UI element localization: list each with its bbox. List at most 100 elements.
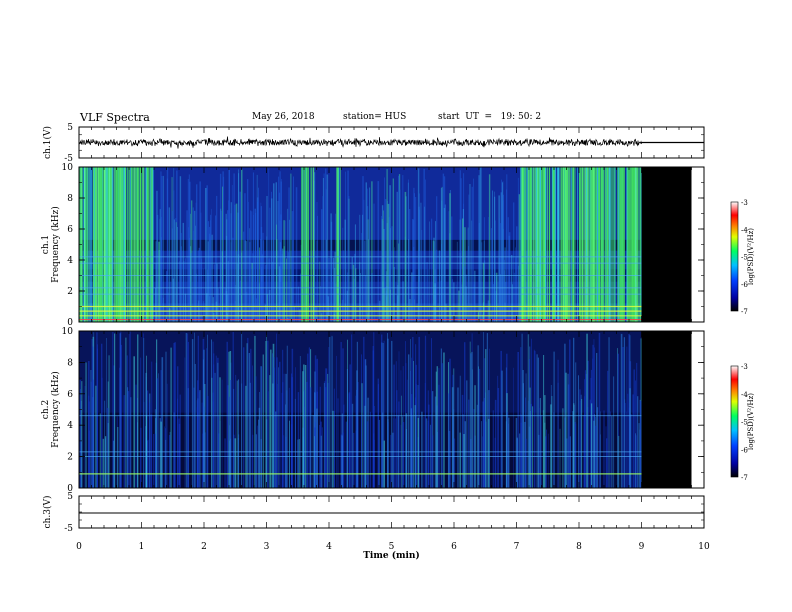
ch2-spectrogram-streak <box>356 341 358 488</box>
ch1-spectrogram-streak <box>214 264 216 322</box>
ch1-spectrogram-streak <box>305 167 307 322</box>
ch2-spectrogram-streak <box>635 435 637 488</box>
ch1-spectrogram-streak <box>436 249 438 322</box>
plot-date: May 26, 2018 <box>252 112 315 122</box>
ch2-spectrogram-streak <box>550 385 552 488</box>
ch1-spectrogram-streak <box>121 167 123 322</box>
ch1-spectrogram-streak <box>364 240 366 322</box>
ch1-spectrogram-streak <box>301 167 302 322</box>
ch2-spectrogram-streak <box>366 421 369 488</box>
ch1-spectrogram-streak <box>473 281 475 322</box>
ch2-spectrogram-streak <box>196 407 199 488</box>
ch2-spectrogram-streak <box>275 411 277 488</box>
ch1-spectrogram-streak <box>367 219 369 322</box>
ch2-spectrogram-streak <box>603 410 605 488</box>
ch1-spectrogram-streak <box>459 170 461 322</box>
ch1-spectrogram-streak <box>520 167 522 322</box>
ch1-spectrogram-streak <box>292 240 294 322</box>
ch1-spectrogram-streak <box>247 179 249 322</box>
ch1-spectrogram-streak <box>632 167 635 322</box>
ch1-spectrogram-streak <box>154 287 156 322</box>
ch2-spectrogram-streak <box>381 334 383 488</box>
ch2-spectrogram-streak <box>625 402 626 488</box>
ch1-spectrogram-streak <box>158 241 160 322</box>
ch1-spectrogram-streak <box>119 167 122 322</box>
ch1-spectrogram-streak <box>360 273 361 322</box>
ch2-spectrogram-streak <box>417 417 419 488</box>
ch2-spectrogram-streak <box>544 436 547 488</box>
ch1-spectrogram-streak <box>143 167 145 322</box>
ch1-spectrogram-streak <box>482 262 485 322</box>
ch1-spectrogram-ytick-label: 8 <box>67 194 73 204</box>
ch1-spectrogram-streak <box>611 167 613 322</box>
ch1-spectrogram-streak <box>226 313 228 322</box>
ch1-spectrogram-streak <box>330 213 332 322</box>
ch2-spectrogram-streak <box>276 357 278 488</box>
ch2-spectrogram-streak <box>129 331 131 488</box>
ch1-spectrogram-streak <box>471 186 473 322</box>
ch1-spectrogram-streak <box>513 272 515 322</box>
ch2-spectrogram-streak <box>249 382 251 488</box>
ch1-spectrogram-streak <box>608 167 609 322</box>
ch1-spectrogram-streak <box>100 167 102 322</box>
ch1-spectrogram-streak <box>377 320 379 322</box>
ch1-spectrogram-colorbar-tick: -4 <box>741 226 748 234</box>
ch1-spectrogram-no-data <box>641 167 692 322</box>
ch1-spectrogram-streak <box>449 193 451 322</box>
ch1-spectrogram-streak <box>268 258 270 322</box>
ch2-spectrogram-streak <box>90 370 92 488</box>
ch2-spectrogram-colorbar-tick: -6 <box>741 446 748 454</box>
ch1-spectrogram-streak <box>610 167 612 322</box>
ch2-spectrogram-streak <box>230 380 232 488</box>
ch2-spectrogram-streak <box>573 403 575 488</box>
ch1-spectrogram-streak <box>111 167 113 322</box>
ch1-spectrogram-streak <box>429 221 430 322</box>
ch1-spectrogram-streak <box>90 167 92 322</box>
ch1-spectrogram-streak <box>383 210 384 322</box>
ch2-spectrogram-streak <box>194 332 195 488</box>
ch1-spectrogram-streak <box>132 167 134 322</box>
ch2-spectrogram-streak <box>440 348 442 488</box>
ch1-spectrogram-streak <box>453 282 455 322</box>
ch1-spectrogram-streak <box>188 227 189 322</box>
ch1-spectrogram-streak <box>619 167 621 322</box>
ch2-spectrogram-streak <box>351 403 354 488</box>
ch1-spectrogram-streak <box>636 167 638 322</box>
ch1-spectrogram-streak <box>548 167 550 322</box>
ch1-spectrogram-streak <box>150 167 152 322</box>
ch1-spectrogram-streak <box>323 173 325 322</box>
ch1-spectrogram-streak <box>425 179 426 322</box>
ch1-spectrogram-streak <box>614 167 616 322</box>
ch1-spectrogram-streak <box>327 296 329 322</box>
ch2-spectrogram-streak <box>211 377 213 488</box>
ch2-spectrogram-streak <box>599 434 601 488</box>
ch2-spectrogram-streak <box>332 410 334 488</box>
ch2-spectrogram-streak <box>581 399 583 488</box>
ch2-spectrogram-streak <box>402 422 405 488</box>
x-tick-label: 10 <box>698 542 710 552</box>
ch1-spectrogram-streak <box>586 167 589 322</box>
ch2-spectrogram-streak <box>392 432 394 488</box>
ch1-spectrogram-streak <box>115 167 118 322</box>
ch2-spectrogram-streak <box>260 439 262 488</box>
ch1-spectrogram-streak <box>504 259 505 322</box>
ch1-spectrogram-streak <box>526 167 528 322</box>
ch2-spectrogram-streak <box>463 434 465 488</box>
ch2-spectrogram-streak <box>482 436 483 488</box>
ch1-spectrogram-streak <box>491 239 494 322</box>
ch2-spectrogram-streak <box>395 418 396 488</box>
ch2-spectrogram-streak <box>191 339 194 488</box>
ch1-spectrogram-streak <box>124 167 126 322</box>
ch2-spectrogram-streak <box>283 435 285 488</box>
ch1-spectrogram-streak <box>499 223 501 322</box>
ch2-spectrogram-streak <box>272 383 274 488</box>
ch1-spectrogram-streak <box>639 167 642 322</box>
ch1-spectrogram-streak <box>104 167 105 322</box>
ch2-spectrogram-streak <box>342 432 344 488</box>
ch1-spectrogram-streak <box>377 181 380 322</box>
ch2-spectrogram-streak <box>454 438 456 488</box>
ch1-spectrogram-streak <box>335 213 337 322</box>
ch2-spectrogram-streak <box>623 337 625 488</box>
ch1-spectrogram-streak <box>271 198 273 322</box>
ch1-spectrogram-streak <box>170 281 172 322</box>
